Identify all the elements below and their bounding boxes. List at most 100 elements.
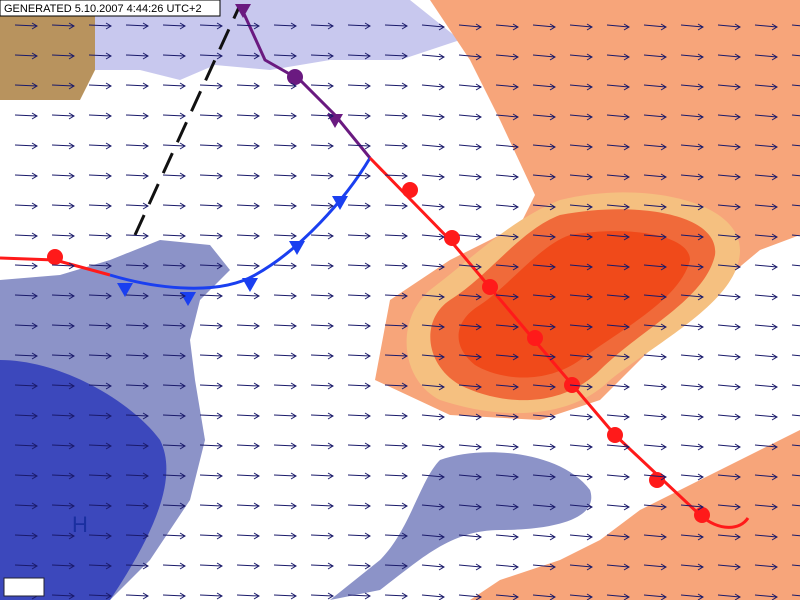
wind-arrow	[236, 142, 260, 150]
wind-arrow	[532, 353, 556, 361]
wind-arrow	[606, 143, 630, 151]
wind-arrow	[606, 83, 630, 91]
generated-stamp: GENERATED 5.10.2007 4:44:26 UTC+2	[4, 3, 202, 15]
wind-arrow	[125, 22, 149, 30]
wind-arrow	[384, 532, 408, 540]
area-blue-dark	[0, 360, 167, 600]
wind-arrow	[569, 113, 593, 121]
wind-arrow	[495, 323, 519, 331]
wind-arrow	[236, 502, 260, 510]
wind-arrow	[754, 293, 778, 301]
trough-line	[133, 4, 242, 236]
wind-arrow	[273, 112, 297, 120]
wind-arrow	[273, 172, 297, 180]
wind-arrow	[162, 232, 186, 240]
wind-arrow	[717, 233, 741, 241]
high-pressure-label: H	[72, 512, 88, 537]
wind-arrow	[88, 352, 112, 360]
front-triangle	[117, 283, 133, 297]
wind-arrow	[51, 82, 75, 90]
wind-arrow	[14, 52, 38, 60]
wind-arrow	[421, 23, 445, 31]
wind-arrow	[495, 23, 519, 31]
wind-arrow	[458, 323, 482, 331]
wind-arrow	[310, 142, 334, 150]
wind-arrow	[384, 442, 408, 450]
wind-arrow	[791, 264, 800, 267]
wind-arrow	[458, 353, 482, 361]
wind-arrow	[643, 113, 667, 121]
wind-arrow	[384, 292, 408, 300]
wind-arrow	[347, 142, 371, 150]
wind-arrow	[421, 473, 445, 481]
wind-arrow	[14, 232, 38, 240]
wind-arrow	[532, 113, 556, 121]
wind-arrow	[310, 232, 334, 240]
wind-arrow	[310, 322, 334, 330]
wind-arrow	[680, 533, 704, 541]
wind-arrow	[791, 84, 800, 87]
wind-arrow	[643, 563, 667, 571]
wind-arrow	[51, 172, 75, 180]
wind-arrow	[421, 563, 445, 571]
area-orange	[470, 430, 800, 600]
wind-arrow	[125, 142, 149, 150]
wind-arrow	[791, 534, 800, 537]
wind-arrow	[125, 292, 149, 300]
wind-arrow	[569, 383, 593, 391]
wind-arrow	[125, 172, 149, 180]
wind-arrow	[88, 412, 112, 420]
wind-arrow	[236, 52, 260, 60]
wind-arrow	[51, 592, 75, 600]
wind-arrow	[754, 203, 778, 211]
wind-arrow	[51, 382, 75, 390]
wind-arrow	[347, 52, 371, 60]
wind-arrow	[421, 233, 445, 241]
wind-arrow	[14, 112, 38, 120]
wind-arrow	[273, 592, 297, 600]
wind-arrow	[495, 383, 519, 391]
wind-arrow	[88, 142, 112, 150]
front-bulb	[607, 427, 623, 443]
area-red-core	[458, 231, 690, 378]
wind-arrow	[310, 202, 334, 210]
wind-arrow	[754, 413, 778, 421]
wind-arrow	[14, 142, 38, 150]
wind-arrow	[717, 503, 741, 511]
wind-arrow	[273, 52, 297, 60]
wind-arrow	[791, 144, 800, 147]
wind-arrow	[754, 383, 778, 391]
wind-arrow	[495, 503, 519, 511]
wind-arrow	[51, 562, 75, 570]
wind-arrow	[643, 263, 667, 271]
wind-arrow	[384, 472, 408, 480]
wind-arrow	[162, 352, 186, 360]
wind-arrow	[199, 472, 223, 480]
wind-arrow	[273, 22, 297, 30]
wind-arrow	[199, 172, 223, 180]
wind-arrow	[421, 293, 445, 301]
wind-arrow	[51, 142, 75, 150]
wind-arrow	[717, 203, 741, 211]
wind-arrow	[569, 263, 593, 271]
wind-arrow	[310, 532, 334, 540]
wind-arrow	[532, 263, 556, 271]
wind-arrow	[680, 443, 704, 451]
wind-arrow	[754, 263, 778, 271]
wind-arrow	[458, 593, 482, 600]
wind-arrow	[643, 53, 667, 61]
wind-arrow	[754, 323, 778, 331]
wind-arrow	[717, 323, 741, 331]
wind-arrow	[495, 233, 519, 241]
wind-arrow	[606, 263, 630, 271]
wind-arrow	[347, 412, 371, 420]
wind-arrow	[754, 563, 778, 571]
wind-arrow	[421, 503, 445, 511]
stamp-box	[0, 0, 221, 17]
wind-arrow	[88, 232, 112, 240]
wind-arrow	[162, 322, 186, 330]
wind-arrow	[791, 294, 800, 297]
wind-arrow	[236, 262, 260, 270]
wind-arrow	[273, 232, 297, 240]
